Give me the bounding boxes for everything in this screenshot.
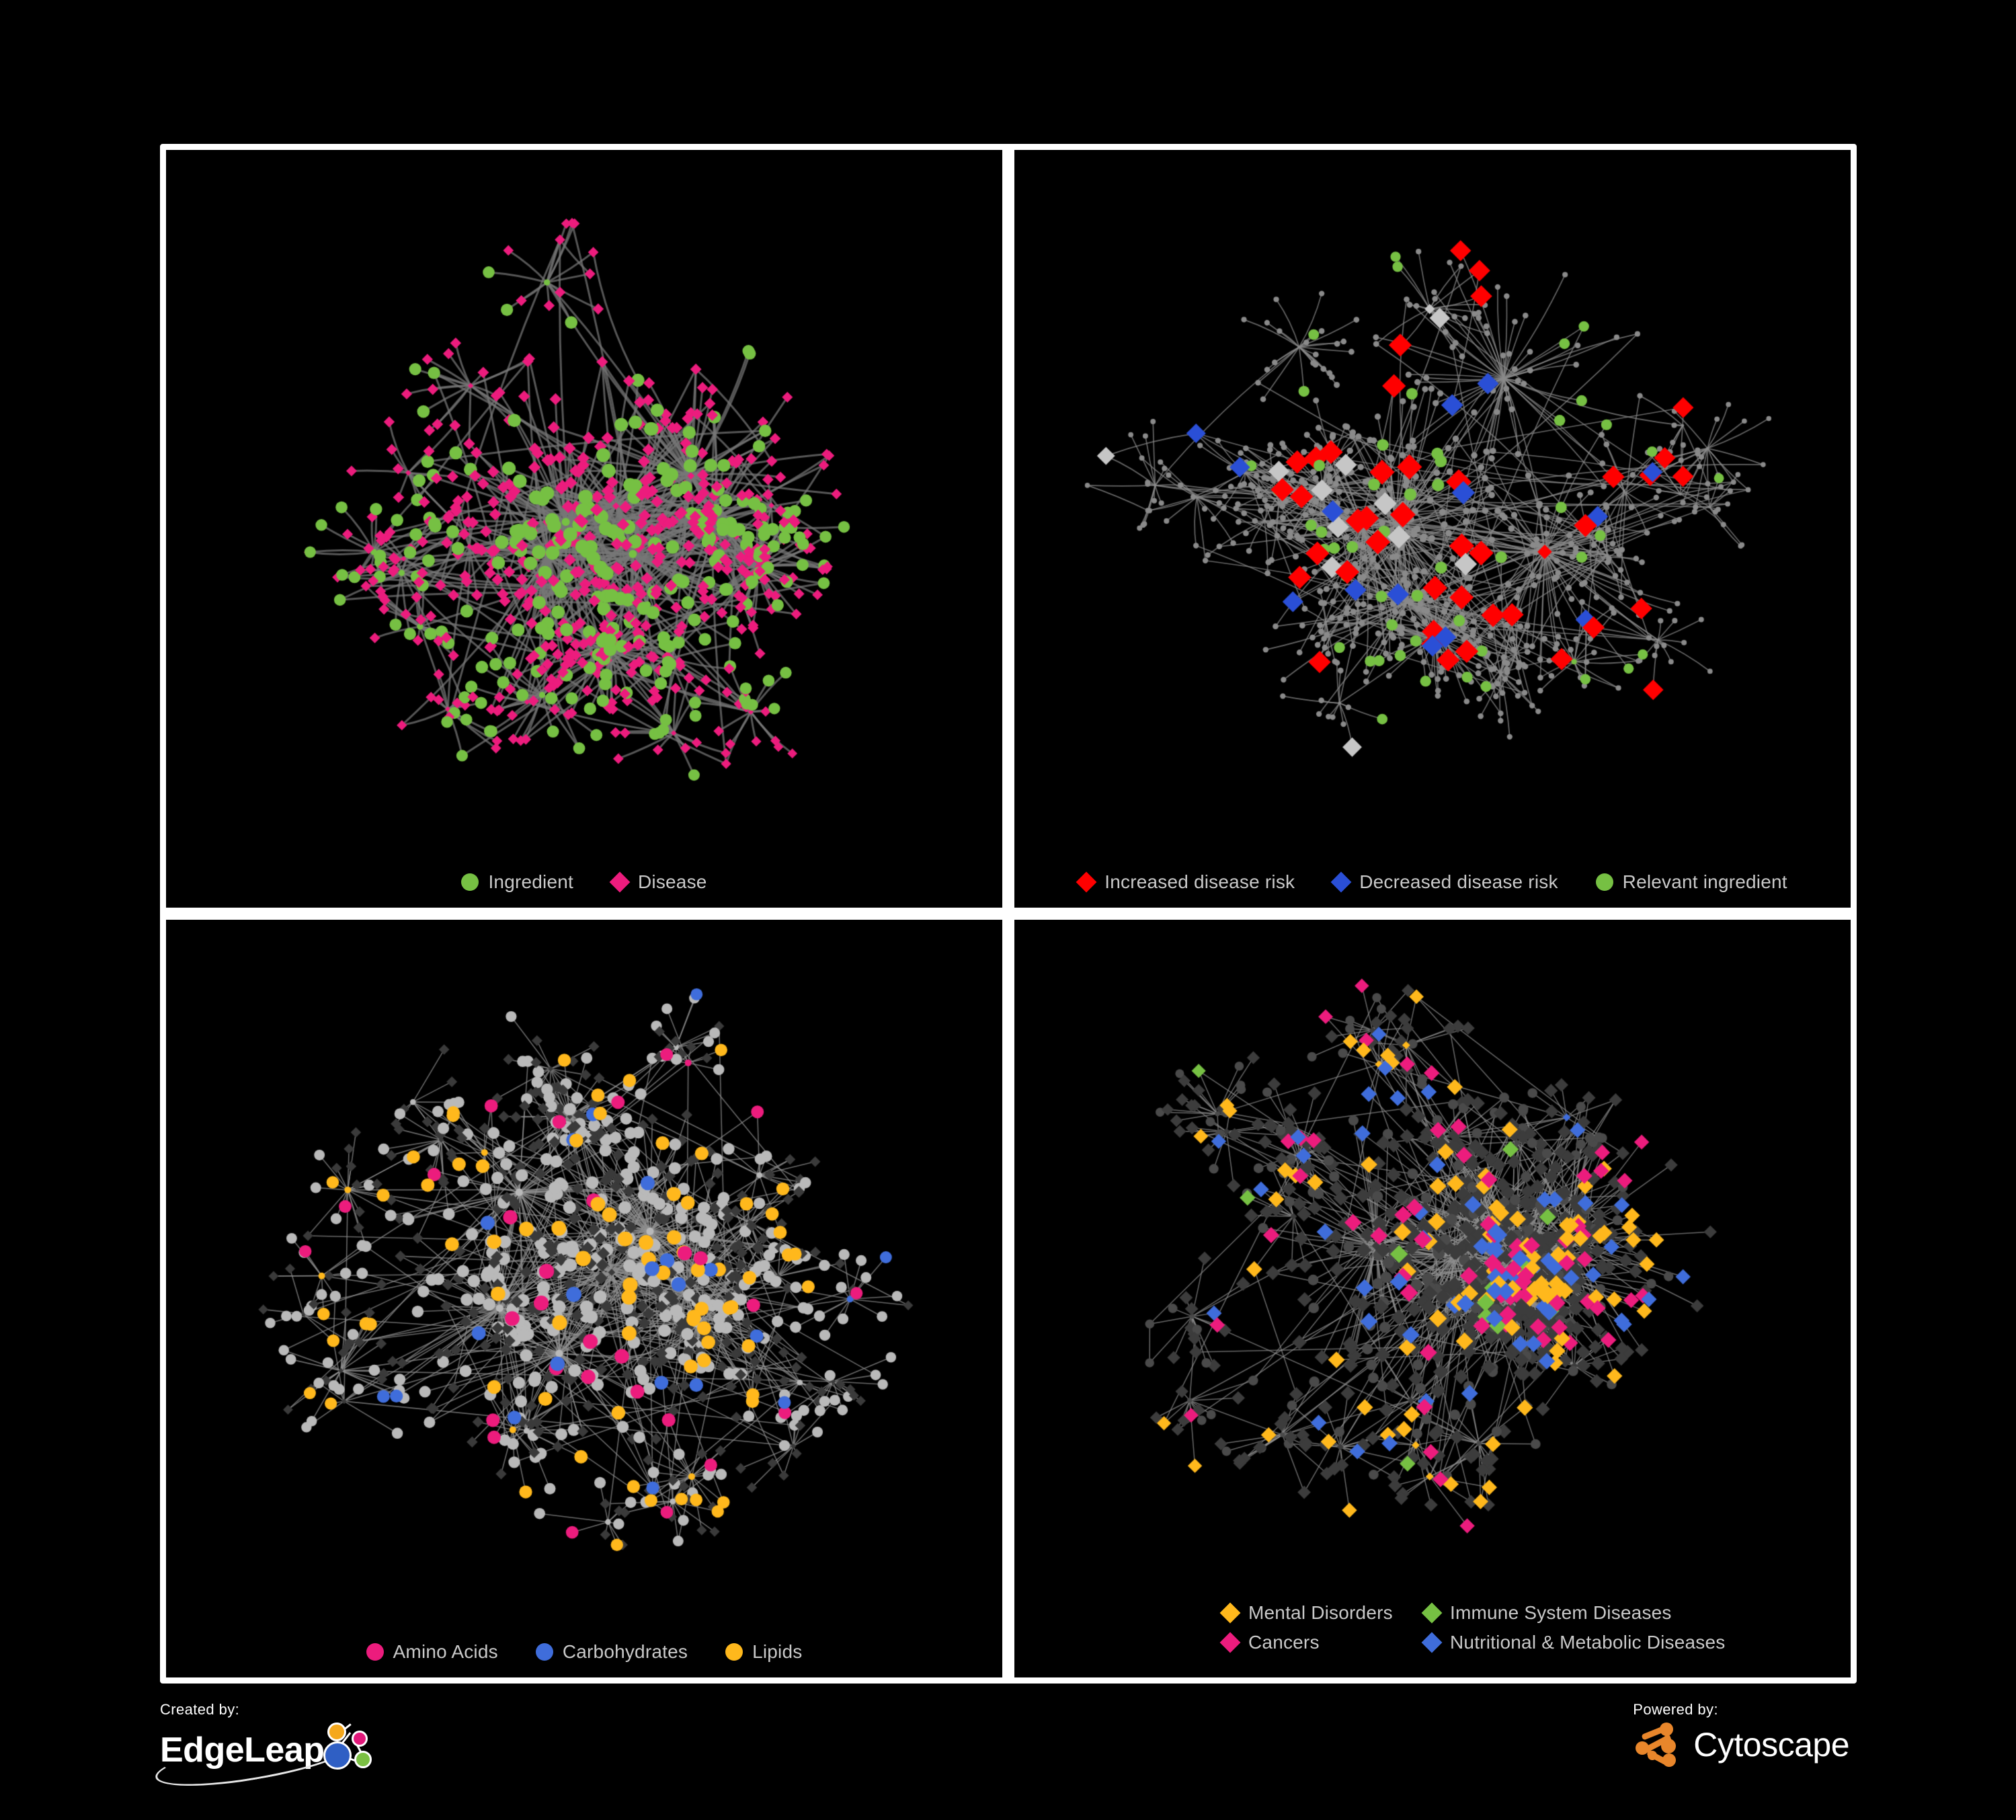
diamond-swatch-icon [1076, 871, 1097, 893]
cytoscape-node [1662, 1753, 1677, 1767]
legend-item-relevant-ingredient[interactable]: Relevant ingredient [1595, 871, 1787, 893]
panel-nutrient-classes[interactable]: Amino Acids Carbohydrates Lipids [166, 920, 1002, 1677]
edgeleap-network-icon [151, 1721, 377, 1797]
legend-label: Nutritional & Metabolic Diseases [1450, 1632, 1726, 1653]
legend-label: Ingredient [488, 871, 573, 892]
circle-swatch-icon [1595, 873, 1613, 891]
legend-label: Disease [637, 871, 707, 892]
cytoscape-node [1660, 1723, 1674, 1736]
panel-disease-classes[interactable]: Mental Disorders Immune System Diseases … [1014, 920, 1851, 1677]
cytoscape-network-icon [1633, 1721, 1685, 1768]
diamond-swatch-icon [1219, 1602, 1241, 1624]
panel-ingredient-disease[interactable]: Ingredient Disease [166, 150, 1002, 908]
network-canvas-disease-risk[interactable] [1014, 150, 1851, 908]
panel-disease-risk[interactable]: Increased disease risk Decreased disease… [1014, 150, 1851, 908]
legend-item-carbohydrates[interactable]: Carbohydrates [535, 1641, 688, 1663]
panel-grid: Ingredient Disease Increased disease ris… [160, 144, 1857, 1684]
legend-label: Amino Acids [393, 1641, 498, 1662]
legend-label: Cancers [1248, 1632, 1320, 1653]
edgeleap-logo[interactable]: EdgeLeap [151, 1721, 377, 1797]
legend-item-increased-disease-risk[interactable]: Increased disease risk [1076, 871, 1295, 893]
legend-item-ingredient[interactable]: Ingredient [461, 871, 573, 893]
legend-item-disease[interactable]: Disease [609, 871, 707, 893]
legend-disease-classes: Mental Disorders Immune System Diseases … [1217, 1598, 1725, 1657]
legend-item-cancers[interactable]: Cancers [1217, 1632, 1419, 1653]
legend-label: Decreased disease risk [1359, 871, 1558, 892]
cytoscape-node [1661, 1739, 1677, 1753]
edgeleap-wordmark: EdgeLeap [160, 1731, 325, 1770]
edgeleap-node-orange [327, 1723, 346, 1741]
edgeleap-node-pink [351, 1731, 368, 1747]
diamond-swatch-icon [1421, 1602, 1443, 1624]
legend-ingredient-disease: Ingredient Disease [166, 871, 1002, 893]
edgeleap-node-blue [323, 1741, 352, 1770]
cytoscape-logo[interactable]: Cytoscape [1633, 1721, 1849, 1768]
footer: Created by: EdgeLeap Powered by: [151, 1694, 1856, 1809]
cytoscape-node [1648, 1751, 1658, 1760]
legend-disease-risk: Increased disease risk Decreased disease… [1014, 871, 1851, 893]
legend-label: Mental Disorders [1248, 1602, 1393, 1623]
legend-label: Carbohydrates [562, 1641, 688, 1662]
diamond-swatch-icon [609, 871, 631, 893]
created-by-edgeleap[interactable]: Created by: EdgeLeap [151, 1701, 377, 1797]
diamond-swatch-icon [1421, 1632, 1443, 1653]
legend-label: Immune System Diseases [1450, 1602, 1672, 1623]
network-canvas-disease-classes[interactable] [1014, 920, 1851, 1677]
powered-by-cytoscape[interactable]: Powered by: Cytoscape [1633, 1701, 1849, 1768]
legend-item-lipids[interactable]: Lipids [725, 1641, 802, 1663]
edgeleap-node-green [354, 1751, 372, 1768]
legend-item-nutritional-metabolic-diseases[interactable]: Nutritional & Metabolic Diseases [1419, 1632, 1725, 1653]
diamond-swatch-icon [1219, 1632, 1241, 1653]
legend-label: Increased disease risk [1104, 871, 1295, 892]
network-canvas-nutrient-classes[interactable] [166, 920, 1002, 1677]
cytoscape-wordmark: Cytoscape [1693, 1726, 1849, 1764]
network-canvas-ingredient-disease[interactable] [166, 150, 1002, 908]
legend-nutrient-classes: Amino Acids Carbohydrates Lipids [166, 1641, 1002, 1663]
legend-item-decreased-disease-risk[interactable]: Decreased disease risk [1330, 871, 1558, 893]
cytoscape-node [1636, 1741, 1650, 1755]
legend-label: Lipids [752, 1641, 803, 1662]
circle-swatch-icon [366, 1643, 384, 1661]
powered-by-label: Powered by: [1633, 1701, 1718, 1718]
legend-item-mental-disorders[interactable]: Mental Disorders [1217, 1602, 1419, 1624]
circle-swatch-icon [461, 873, 479, 891]
circle-swatch-icon [535, 1643, 553, 1661]
circle-swatch-icon [725, 1643, 743, 1661]
legend-item-amino-acids[interactable]: Amino Acids [366, 1641, 498, 1663]
diamond-swatch-icon [1330, 871, 1352, 893]
created-by-label: Created by: [160, 1701, 240, 1718]
legend-item-immune-system-diseases[interactable]: Immune System Diseases [1419, 1602, 1671, 1624]
legend-label: Relevant ingredient [1622, 871, 1787, 892]
